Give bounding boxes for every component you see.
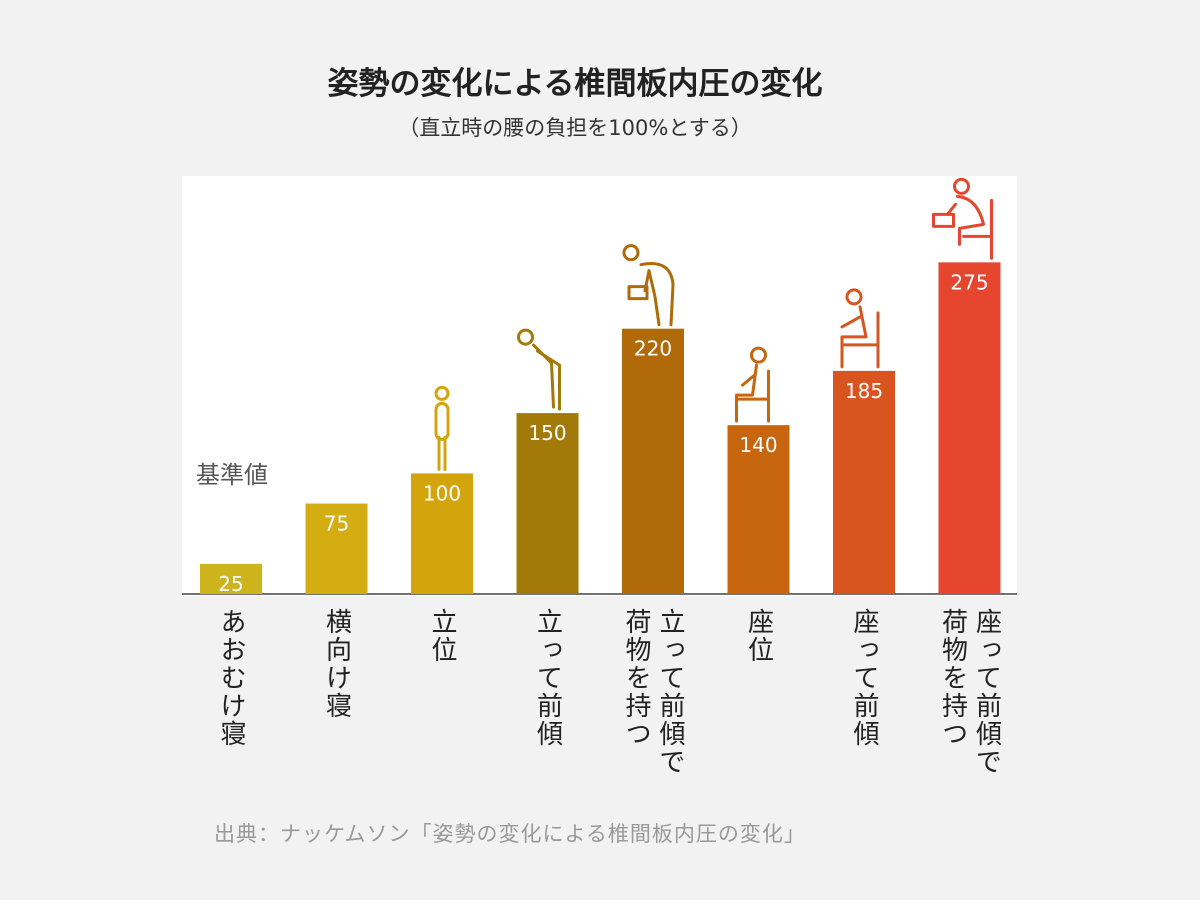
category-label-4: 立って前傾 [532,608,563,748]
category-label-3: 立位 [427,608,457,664]
bar-7 [833,370,895,594]
bar-3 [411,473,473,594]
value-label-7: 185 [845,379,883,403]
value-label-4: 150 [528,421,566,445]
bar-1 [200,563,262,594]
lifting-box-person-icon [622,244,675,327]
standing-person-icon [434,385,450,471]
category-label-7: 座って前傾 [849,608,879,748]
value-label-1: 25 [218,572,243,596]
chart-subtitle: （直立時の腰の負担を100%とする） [398,116,752,140]
category-label-8: 座って前傾で 荷物を持つ [937,608,1002,776]
bar-5 [622,328,684,594]
category-label-6: 座位 [743,608,774,664]
value-label-2: 75 [324,512,349,536]
value-label-5: 220 [634,337,672,361]
value-label-6: 140 [739,433,777,457]
seated-lifting-box-person-icon [932,177,993,260]
bar-6 [727,425,790,594]
bar-2 [305,503,368,594]
value-label-8: 275 [950,270,988,294]
category-label-1: あおむけ寝 [216,608,246,748]
source-note: 出典：ナッケムソン「姿勢の変化による椎間板内圧の変化」 [214,822,806,846]
baseline-label: 基準値 [196,461,268,489]
bar-8 [938,262,1001,594]
seated-person-icon [735,346,770,423]
chart-title: 姿勢の変化による椎間板内圧の変化 [327,66,823,102]
category-label-2: 横向け寝 [321,608,352,720]
bowing-person-icon [517,328,561,411]
value-label-3: 100 [423,481,461,505]
seated-leaning-person-icon [840,288,880,369]
category-label-5: 立って前傾で 荷物を持つ [621,608,685,776]
bar-4 [516,413,579,594]
